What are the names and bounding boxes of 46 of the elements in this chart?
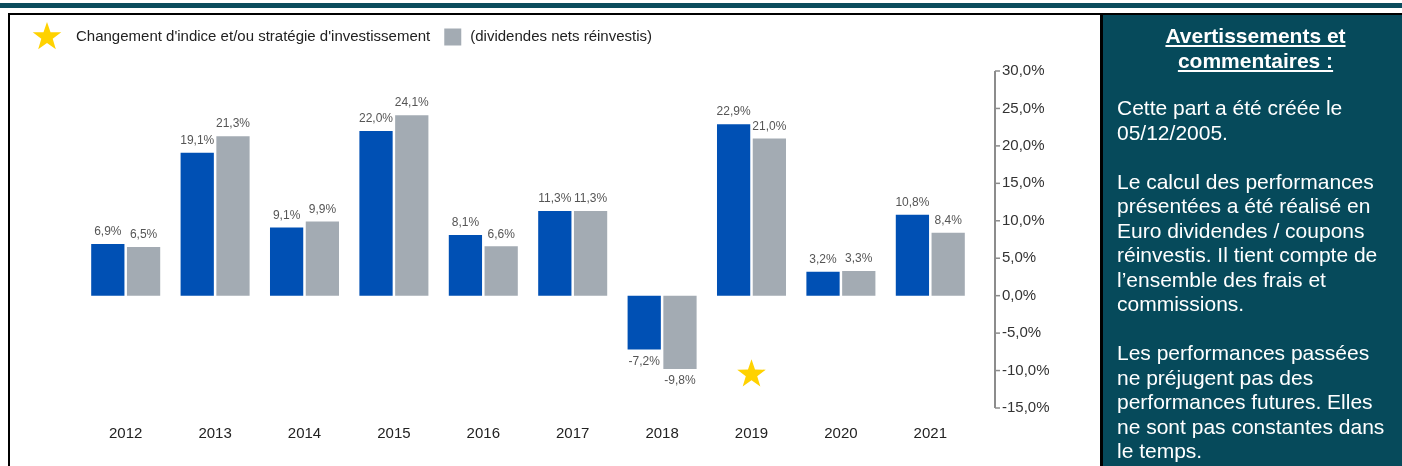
x-tick-label: 2019 <box>734 424 769 442</box>
data-label: 10,8% <box>895 195 930 210</box>
y-tick-label: 25,0% <box>1002 98 1045 116</box>
data-label: 8,4% <box>934 213 963 228</box>
x-tick-label: 2020 <box>824 424 858 442</box>
x-tick-label: 2015 <box>377 424 411 442</box>
y-tick-label: -5,0% <box>1002 323 1042 341</box>
data-label: -9,8% <box>664 373 696 388</box>
legend-label: Changement d'indice et/ou stratégie d'investissement <box>76 27 432 45</box>
y-tick-label: 20,0% <box>1002 136 1045 154</box>
data-label: 9,1% <box>272 207 301 222</box>
data-label: 19,1% <box>180 132 215 147</box>
text: Les performances passées ne préjugent pas des performances futures. Elles ne sont pas constantes dans le temps. <box>1117 341 1386 464</box>
data-label: -7,2% <box>628 353 661 368</box>
x-tick-label: 2013 <box>198 424 232 442</box>
y-tick-label: -10,0% <box>1002 360 1050 378</box>
data-label: 6,5% <box>129 227 158 242</box>
x-tick-label: 2018 <box>645 424 679 442</box>
data-label: 6,9% <box>94 224 122 239</box>
text: Le calcul des performances présentées a été réalisé en Euro dividendes / coupons réinvestis. Il tient compte de l’ensemble des frais et commissions. <box>1117 169 1379 317</box>
text: Cette part a été créée le 05/12/2005. <box>1117 96 1344 145</box>
x-tick-label: 2014 <box>287 424 322 442</box>
data-label: 8,1% <box>451 215 480 230</box>
data-label: 9,9% <box>308 201 337 216</box>
x-tick-label: 2021 <box>913 424 947 442</box>
x-tick-label: 2016 <box>466 424 500 442</box>
data-label: 3,2% <box>809 252 838 267</box>
data-label: 21,3% <box>215 116 251 131</box>
x-tick-label: 2012 <box>109 424 143 442</box>
data-label: 21,0% <box>752 118 787 133</box>
y-tick-label: 15,0% <box>1002 173 1045 191</box>
y-tick-label: -15,0% <box>1002 398 1050 416</box>
data-label: 11,3% <box>538 191 572 206</box>
text: Avertissements et commentaires : <box>1164 23 1347 73</box>
y-tick-label: 5,0% <box>1002 248 1037 266</box>
legend-label: (dividendes nets réinvestis) <box>470 27 653 45</box>
data-label: 3,3% <box>845 251 873 266</box>
data-label: 24,1% <box>394 95 430 110</box>
data-label: 22,9% <box>716 104 751 119</box>
y-tick-label: 10,0% <box>1002 210 1045 228</box>
x-tick-label: 2017 <box>556 424 590 442</box>
data-label: 6,6% <box>487 226 516 241</box>
y-tick-label: 0,0% <box>1002 285 1037 303</box>
data-label: 22,0% <box>359 111 394 126</box>
y-tick-label: 30,0% <box>1002 61 1045 79</box>
data-label: 11,3% <box>574 191 608 206</box>
